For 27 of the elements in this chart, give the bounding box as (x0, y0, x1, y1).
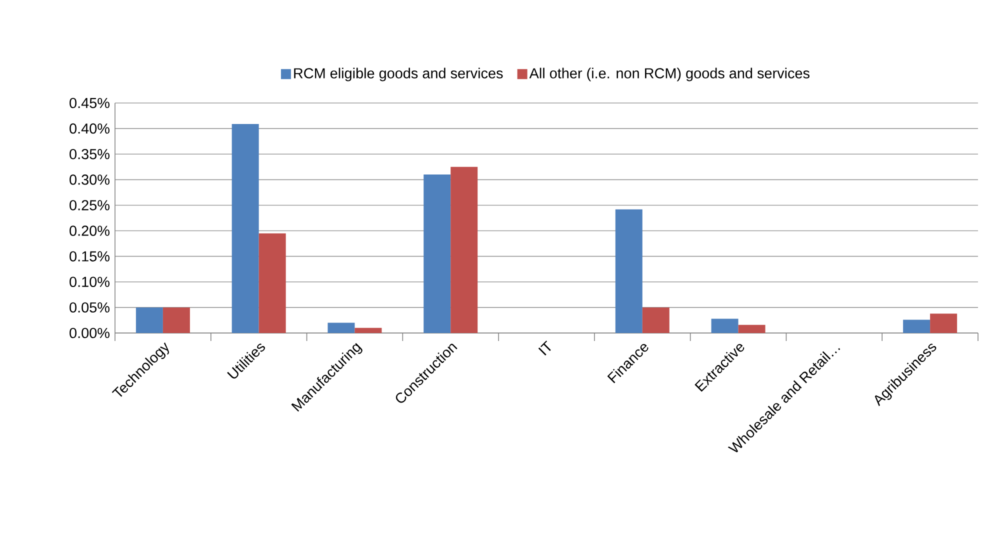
bar (328, 322, 355, 333)
bar (615, 209, 642, 333)
bar (162, 307, 190, 333)
y-tick-label: 0.35% (70, 148, 110, 160)
bar (930, 314, 958, 333)
legend-label: All other (i.e. non RCM) goods and services (529, 68, 810, 82)
y-tick-label: 0.40% (70, 123, 110, 134)
legend-label: RCM eligible goods and services (294, 68, 503, 82)
y-tick-label: 0.30% (70, 174, 110, 185)
bar (903, 320, 930, 333)
y-tick-label: 0.25% (70, 200, 110, 210)
y-tick-label: 0.20% (70, 226, 110, 236)
bar (424, 174, 451, 333)
y-tick-label: 0.15% (70, 251, 110, 262)
bar (738, 324, 766, 333)
y-tick-label: 0.45% (70, 98, 110, 108)
bar (711, 318, 738, 333)
y-tick-label: 0.00% (70, 328, 110, 338)
bar (642, 307, 670, 333)
y-tick-label: 0.05% (70, 302, 110, 313)
x-tick-label: IT (538, 340, 551, 356)
bar (232, 124, 259, 333)
bar (354, 328, 382, 333)
bar (450, 166, 478, 333)
bar (258, 233, 286, 333)
y-tick-label: 0.10% (70, 276, 110, 287)
bar (136, 307, 163, 333)
